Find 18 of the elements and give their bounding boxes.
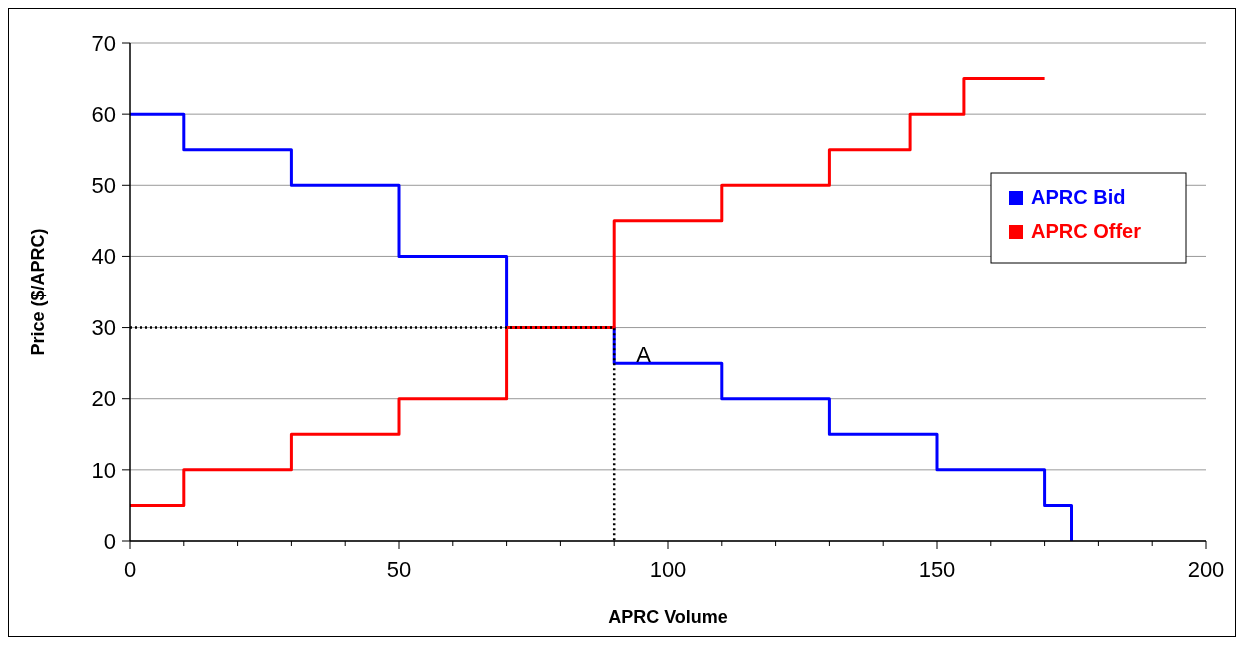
y-tick-label: 20: [91, 386, 116, 412]
annotation: A: [636, 341, 652, 367]
x-tick-label: 0: [123, 557, 137, 582]
x-tick-label: 50: [386, 557, 412, 582]
y-axis-title: Price ($/APRC): [28, 228, 48, 356]
x-tick-label: 150: [918, 557, 956, 582]
y-tick-label: 50: [91, 172, 116, 198]
y-tick-label: 0: [103, 528, 116, 554]
y-tick-label: 70: [91, 30, 116, 56]
legend-label: APRC Bid: [1031, 186, 1126, 208]
legend-label: APRC Offer: [1031, 220, 1142, 242]
x-tick-label: 200: [1187, 557, 1225, 582]
y-tick-label: 10: [91, 457, 116, 483]
y-tick-label: 30: [91, 315, 116, 341]
x-tick-label: 100: [649, 557, 687, 582]
y-tick-label: 60: [91, 101, 116, 127]
x-axis-title: APRC Volume: [608, 607, 728, 627]
y-tick-label: 40: [91, 244, 116, 270]
